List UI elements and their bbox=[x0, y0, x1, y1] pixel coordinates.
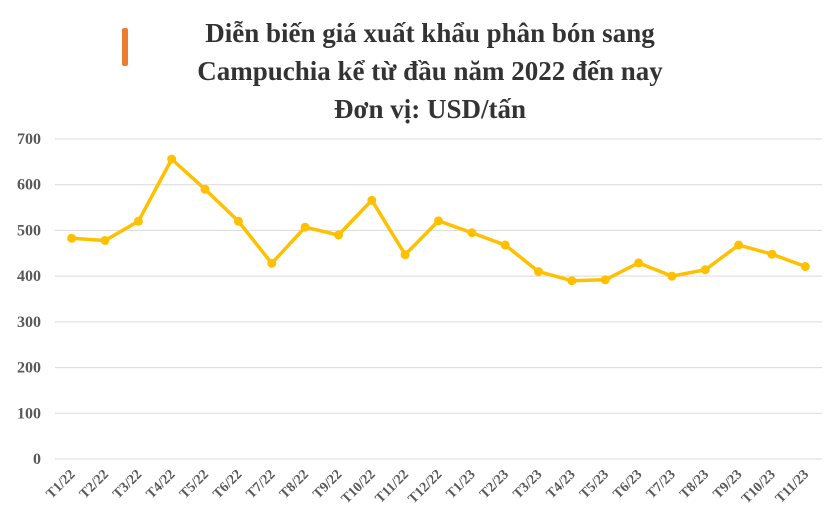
data-point bbox=[400, 250, 410, 260]
x-tick-label: T7/22 bbox=[244, 467, 279, 502]
data-point bbox=[767, 249, 777, 259]
y-tick-label: 300 bbox=[17, 314, 41, 331]
title-accent-bar bbox=[122, 28, 128, 66]
title-line-1: Diễn biến giá xuất khẩu phân bón sang bbox=[205, 18, 655, 48]
chart-title-block: Diễn biến giá xuất khẩu phân bón sang Ca… bbox=[0, 8, 839, 124]
data-point bbox=[100, 235, 110, 245]
data-point bbox=[333, 230, 343, 240]
x-tick-label: T1/23 bbox=[444, 467, 479, 502]
x-tick-label: T3/23 bbox=[511, 467, 546, 502]
y-axis-ticks: 0 100 200 300 400 500 600 700 bbox=[17, 131, 41, 468]
x-tick-label: T4/23 bbox=[544, 467, 579, 502]
data-point bbox=[300, 222, 310, 232]
x-axis-ticks: T1/22T2/22T3/22T4/22T5/22T6/22T7/22T8/22… bbox=[44, 467, 812, 507]
data-point bbox=[534, 267, 544, 277]
x-tick-label: T3/22 bbox=[110, 467, 145, 502]
x-tick-label: T4/22 bbox=[144, 467, 179, 502]
data-point bbox=[567, 276, 577, 286]
title-line-3: Đơn vị: USD/tấn bbox=[334, 94, 526, 124]
data-point bbox=[434, 216, 443, 226]
x-tick-label: T1/22 bbox=[44, 467, 79, 502]
y-tick-label: 400 bbox=[17, 268, 41, 285]
x-tick-label: T2/23 bbox=[477, 467, 512, 502]
y-tick-label: 0 bbox=[33, 451, 41, 468]
x-tick-label: T11/23 bbox=[773, 467, 812, 506]
x-tick-label: T5/23 bbox=[577, 467, 612, 502]
x-tick-label: T10/22 bbox=[339, 467, 379, 507]
chart-title: Diễn biến giá xuất khẩu phân bón sang Ca… bbox=[130, 14, 730, 128]
data-point bbox=[233, 216, 243, 226]
data-point bbox=[634, 258, 644, 268]
x-tick-label: T8/22 bbox=[277, 467, 312, 502]
y-tick-label: 500 bbox=[17, 222, 41, 239]
y-tick-label: 100 bbox=[17, 405, 41, 422]
x-tick-label: T7/23 bbox=[644, 467, 679, 502]
x-tick-label: T2/22 bbox=[77, 467, 112, 502]
data-point bbox=[500, 240, 510, 250]
series-points bbox=[67, 154, 810, 286]
gridlines bbox=[55, 138, 822, 460]
x-tick-label: T11/22 bbox=[373, 467, 412, 506]
x-tick-label: T6/23 bbox=[611, 467, 646, 502]
y-tick-label: 200 bbox=[17, 360, 41, 377]
x-tick-label: T8/23 bbox=[677, 467, 712, 502]
x-tick-label: T10/23 bbox=[739, 467, 779, 507]
data-point bbox=[200, 184, 210, 194]
data-point bbox=[800, 262, 810, 272]
data-point bbox=[67, 233, 77, 243]
data-point bbox=[133, 216, 143, 226]
x-tick-label: T12/22 bbox=[406, 467, 446, 507]
data-point bbox=[734, 240, 744, 250]
y-tick-label: 600 bbox=[17, 177, 41, 194]
data-point bbox=[667, 271, 677, 281]
data-point bbox=[367, 195, 377, 205]
y-tick-label: 700 bbox=[17, 131, 41, 148]
data-point bbox=[467, 228, 477, 238]
data-point bbox=[600, 275, 610, 285]
title-line-2: Campuchia kể từ đầu năm 2022 đến nay bbox=[197, 56, 663, 86]
x-tick-label: T5/22 bbox=[177, 467, 212, 502]
data-point bbox=[167, 154, 177, 164]
data-point bbox=[700, 265, 710, 275]
x-tick-label: T6/22 bbox=[210, 467, 245, 502]
data-point bbox=[267, 258, 277, 268]
